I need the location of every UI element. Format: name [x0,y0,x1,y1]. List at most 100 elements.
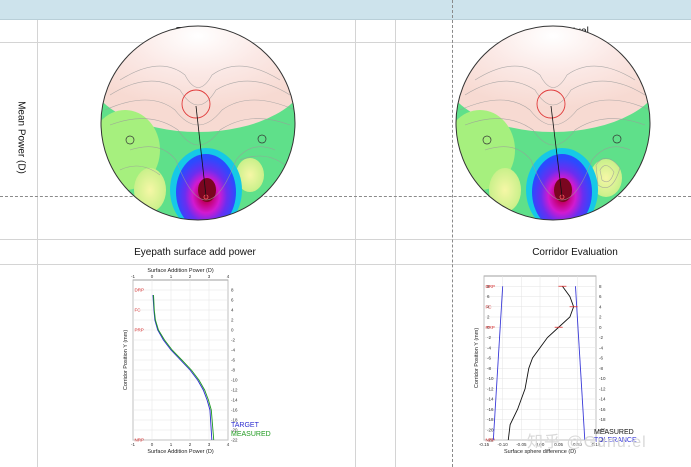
y-tick-label: -12 [599,386,606,391]
crosshair-vertical [452,0,453,467]
x-tick-label: 0 [151,274,154,279]
y-tick-label: -6 [231,358,235,363]
y-tick-label: -20 [487,427,494,432]
y-tick-label: 4 [231,308,234,313]
y-tick-label: 8 [599,284,602,289]
marker-label: NRP [135,438,145,443]
grid-line [0,264,691,265]
legend-entry: MEASURED [231,431,271,438]
y-tick-label: -2 [487,335,491,340]
x-tick-label: 0.10 [573,442,582,447]
y-tick-label: -20 [231,428,238,433]
y-tick-label: -12 [487,386,494,391]
header-corridor: Corridor Evaluation [532,247,618,258]
top-toolbar-strip [0,0,691,20]
marker-label: PRP [135,328,144,333]
y-axis-label: Corridor Position Y (mm) [474,328,480,388]
y-tick-label: -2 [599,335,603,340]
grid-line [0,239,691,240]
y-tick-label: -6 [599,356,603,361]
x-tick-label: -0.10 [498,442,509,447]
x-axis-label: Surface Addition Power (D) [147,449,214,455]
y-tick-label: -20 [599,427,606,432]
x-tick-label: 3 [208,442,211,447]
x-tick-label: -1 [131,274,135,279]
marker-label: NRP [486,438,496,443]
y-tick-label: 0 [231,328,234,333]
x-tick-label: 0 [151,442,154,447]
series-line [507,285,575,441]
y-tick-label: -22 [599,438,606,443]
y-tick-label: -22 [231,438,238,443]
y-tick-label: -16 [487,407,494,412]
series-line [152,294,213,441]
x-tick-label: 1 [170,274,173,279]
series-line [492,286,504,441]
y-tick-label: -14 [487,397,494,402]
y-tick-label: -6 [487,356,491,361]
y-tick-label: 2 [231,318,234,323]
y-tick-label: -4 [599,345,603,350]
x-tick-label: 3 [208,274,211,279]
x-tick-label: 0.05 [554,442,563,447]
y-tick-label: -14 [599,397,606,402]
y-tick-label: 6 [599,294,602,299]
y-tick-label: -12 [231,388,238,393]
y-tick-label: 4 [487,304,490,309]
x-axis-label: Surface sphere difference (D) [504,449,576,455]
header-eyepath: Eyepath surface add power [134,247,256,258]
x-tick-label: 2 [189,274,192,279]
y-tick-label: 6 [487,294,490,299]
y-tick-label: -2 [231,338,235,343]
y-tick-label: -18 [599,417,606,422]
y-tick-label: 8 [231,288,234,293]
x-tick-label: 0.15 [592,442,601,447]
legend-entry: TARGET [231,422,260,429]
y-tick-label: -18 [231,418,238,423]
x-tick-label: -1 [131,442,135,447]
grid-line [395,20,396,467]
marker-label: PRP [486,325,495,330]
x-tick-label: 4 [227,274,230,279]
watermark: 知乎 @Gunu.el [527,434,647,451]
y-tick-label: 2 [599,315,602,320]
y-tick-label: 8 [487,284,490,289]
grid-line [0,42,691,43]
marker-label: FC [135,308,142,313]
y-tick-label: -8 [487,366,491,371]
marker-label: FC [486,304,493,309]
y-tick-label: -8 [599,366,603,371]
marker-label: DRP [486,284,496,289]
series-line [153,294,215,441]
marker-label: DRP [135,288,145,293]
y-tick-label: -14 [231,398,238,403]
x-tick-label: 1 [170,442,173,447]
x-axis-label-top: Surface Addition Power (D) [147,268,214,274]
y-tick-label: -10 [231,378,238,383]
y-tick-label: 2 [487,315,490,320]
legend-entry: MEASURED [594,429,634,436]
legend-entry: TOLERANCE [594,437,637,444]
x-tick-label: 4 [227,442,230,447]
y-axis-label: Corridor Position Y (mm) [123,330,129,390]
y-tick-label: -18 [487,417,494,422]
y-tick-label: -22 [487,438,494,443]
y-tick-label: -4 [487,345,491,350]
y-tick-label: -10 [487,376,494,381]
y-tick-label: 0 [487,325,490,330]
y-tick-label: -4 [231,348,235,353]
y-tick-label: -16 [231,408,238,413]
x-tick-label: 2 [189,442,192,447]
grid-line [355,20,356,467]
grid-line [37,20,38,467]
y-tick-label: -8 [231,368,235,373]
series-line [575,286,586,441]
x-tick-label: 0.00 [536,442,545,447]
y-tick-label: -10 [599,376,606,381]
y-tick-label: -16 [599,407,606,412]
x-tick-label: -0.15 [479,442,490,447]
y-tick-label: 6 [231,298,234,303]
y-tick-label: 0 [599,325,602,330]
